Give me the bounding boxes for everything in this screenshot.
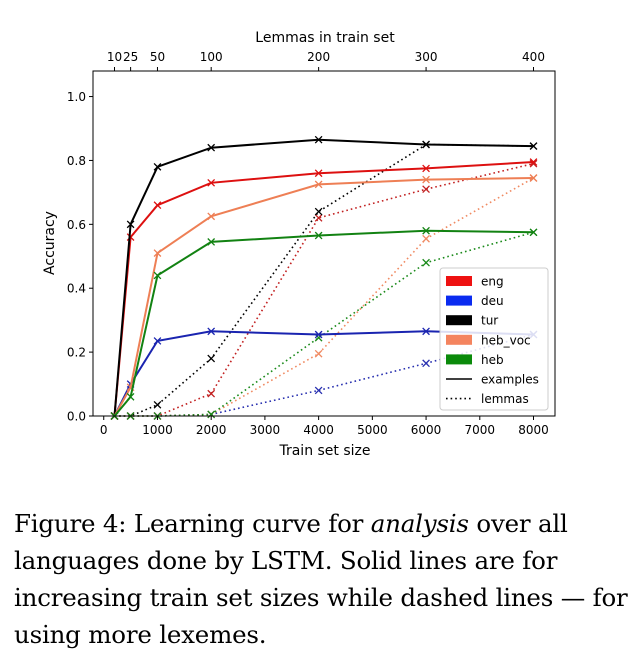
x-tick-label-4000: 4000 — [303, 423, 334, 437]
point-deu-examples-4000 — [314, 330, 323, 339]
point-heb-lemmas-4000 — [314, 333, 323, 342]
top-tick-label-200: 200 — [307, 50, 330, 64]
top-tick-label-400: 400 — [522, 50, 545, 64]
y-axis-label: Accuracy — [42, 211, 58, 275]
point-tur-lemmas-1000 — [153, 400, 162, 409]
x-tick-label-8000: 8000 — [518, 423, 549, 437]
top-tick-label-100: 100 — [200, 50, 223, 64]
caption-label: Figure 4: — [14, 509, 127, 538]
point-tur-lemmas-4000 — [314, 207, 323, 216]
point-eng-examples-1000 — [153, 201, 162, 210]
point-tur-examples-8000 — [529, 142, 538, 150]
point-heb_voc-examples-4000 — [314, 180, 323, 189]
y-tick-label-4: 0.8 — [67, 154, 86, 168]
top-axis-label: Lemmas in train set — [255, 30, 395, 46]
point-eng-examples-6000 — [422, 164, 430, 173]
legend-label-lemmas: lemmas — [481, 392, 529, 406]
y-tick-label-2: 0.4 — [67, 282, 86, 296]
legend-label-tur: tur — [481, 314, 498, 328]
learning-curve-chart: 0 1000 2000 3000 4000 5000 6000 7000 8000 0.0 0.2 0… — [42, 30, 556, 459]
top-tick-label-25: 25 — [123, 50, 138, 64]
point-heb-examples-2000 — [207, 238, 216, 246]
figure-caption: Figure 4: Learning curve for analysis ov… — [14, 505, 629, 653]
caption-text-2: over all languages done by — [14, 509, 568, 575]
x-tick-label-7000: 7000 — [465, 423, 496, 437]
y-tick-label-5: 1.0 — [67, 90, 86, 104]
point-eng-lemmas-6000 — [422, 185, 430, 194]
point-heb-examples-6000 — [422, 226, 430, 235]
x-tick-label-3000: 3000 — [250, 423, 281, 437]
point-eng-examples-2000 — [207, 178, 216, 187]
caption-emphasis: analysis — [370, 509, 469, 538]
point-tur-examples-500 — [126, 220, 135, 229]
axes: 0 1000 2000 3000 4000 5000 6000 7000 8000 0.0 0.2 0… — [67, 50, 556, 437]
y-tick-label-0: 0.0 — [67, 410, 86, 424]
point-tur-examples-2000 — [207, 143, 216, 152]
legend-swatch-tur — [446, 315, 472, 326]
x-tick-label-1000: 1000 — [142, 423, 173, 437]
point-heb-lemmas-2000 — [207, 410, 216, 419]
y-tick-label-3: 0.6 — [67, 218, 86, 232]
caption-text-3: . Solid lines are for increasing train s… — [14, 546, 628, 649]
y-tick-label-1: 0.2 — [67, 346, 86, 360]
point-heb_voc-examples-8000 — [529, 174, 538, 182]
point-heb-examples-1000 — [153, 271, 162, 280]
point-heb-lemmas-6000 — [422, 258, 430, 267]
legend-label-eng: eng — [481, 275, 504, 289]
point-tur-examples-4000 — [314, 135, 323, 144]
legend-swatch-heb_voc — [446, 334, 472, 345]
point-tur-examples-1000 — [153, 162, 162, 171]
x-tick-label-5000: 5000 — [357, 423, 388, 437]
x-axis-label: Train set size — [278, 443, 370, 459]
point-eng-examples-8000 — [529, 158, 538, 166]
point-eng-examples-4000 — [314, 169, 323, 178]
point-heb-examples-500 — [126, 392, 135, 401]
point-tur-examples-6000 — [422, 140, 430, 149]
point-deu-lemmas-6000 — [422, 359, 430, 368]
point-deu-lemmas-4000 — [314, 386, 323, 395]
legend-swatch-eng — [446, 276, 472, 286]
point-heb_voc-examples-1000 — [153, 249, 162, 257]
legend-label-examples: examples — [481, 373, 539, 387]
point-heb_voc-examples-2000 — [207, 212, 216, 221]
legend-label-heb_voc: heb_voc — [481, 333, 531, 347]
point-deu-examples-2000 — [207, 327, 216, 336]
plot-frame — [92, 70, 556, 417]
point-heb-examples-4000 — [314, 231, 323, 240]
point-deu-examples-1000 — [153, 337, 162, 345]
x-tick-label-6000: 6000 — [411, 423, 442, 437]
top-tick-label-300: 300 — [415, 50, 438, 64]
legend-swatch-heb — [446, 354, 472, 365]
point-heb_voc-examples-6000 — [422, 175, 430, 184]
point-tur-lemmas-2000 — [207, 354, 216, 363]
point-deu-examples-6000 — [422, 327, 430, 336]
x-tick-label-2000: 2000 — [196, 423, 227, 437]
legend-label-heb: heb — [481, 353, 504, 367]
x-tick-label-0: 0 — [100, 423, 108, 437]
point-heb-examples-8000 — [529, 228, 538, 237]
top-tick-label-10: 10 — [107, 50, 122, 64]
caption-model: LSTM — [251, 546, 325, 575]
top-tick-label-50: 50 — [150, 50, 165, 64]
legend-label-deu: deu — [481, 294, 504, 308]
caption-text-1: Learning curve for — [126, 509, 371, 538]
point-eng-lemmas-2000 — [207, 389, 216, 398]
point-heb_voc-lemmas-6000 — [422, 234, 430, 243]
point-heb_voc-lemmas-4000 — [314, 349, 323, 358]
point-eng-lemmas-4000 — [314, 214, 323, 222]
legend-swatch-deu — [446, 295, 472, 306]
